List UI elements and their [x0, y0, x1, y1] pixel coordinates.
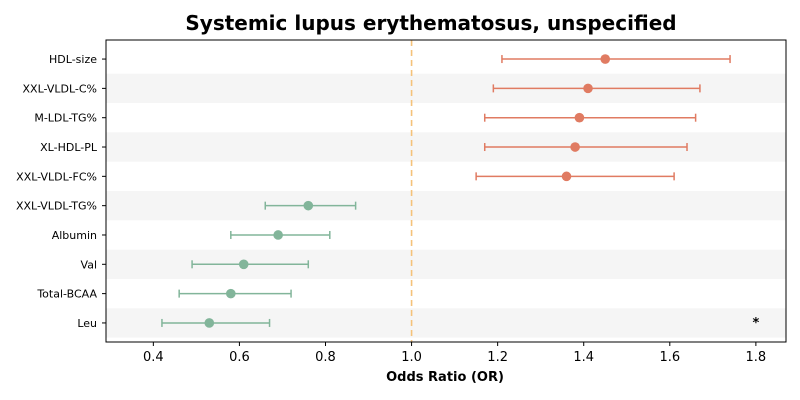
x-tick-label: 1.4 — [573, 350, 594, 365]
y-tick-label: Val — [81, 258, 97, 271]
chart-title: Systemic lupus erythematosus, unspecifie… — [185, 11, 676, 35]
or-point — [583, 83, 593, 94]
or-point — [238, 259, 249, 270]
x-tick-label: 0.8 — [315, 350, 336, 365]
or-point — [574, 112, 585, 123]
x-tick-label: 1.2 — [487, 350, 508, 365]
series-group — [161, 54, 731, 328]
row-band — [106, 191, 786, 221]
y-tick-label: Albumin — [52, 229, 97, 242]
y-tick-label: XXL-VLDL-FC% — [16, 170, 97, 183]
plot-frame — [105, 39, 787, 343]
y-axis: HDL-size XXL-VLDL-C% M-LDL-TG% XL-HDL-PL XXL… — [16, 53, 106, 330]
y-tick-label: XXL-VLDL-TG% — [16, 200, 97, 213]
x-tick-label: 0.4 — [143, 350, 164, 365]
or-point — [204, 318, 215, 328]
or-point — [226, 288, 236, 299]
y-tick-label: XL-HDL-PL — [40, 141, 98, 154]
or-point — [303, 200, 314, 211]
x-tick-label: 1.6 — [659, 350, 680, 365]
or-point — [561, 171, 572, 182]
y-tick-label: XXL-VLDL-C% — [23, 82, 98, 95]
x-axis: 0.4 0.6 0.8 1.0 1.2 1.4 1.6 1.8 — [143, 342, 766, 365]
annotations: * — [752, 316, 759, 331]
x-tick-label: 1.8 — [746, 350, 767, 365]
row-bands — [106, 73, 786, 338]
or-point — [600, 54, 611, 64]
y-tick-label: Leu — [77, 317, 97, 330]
y-tick-label: HDL-size — [49, 53, 97, 66]
x-tick-label: 0.6 — [229, 350, 250, 365]
y-tick-label: Total-BCAA — [36, 288, 97, 301]
y-tick-label: M-LDL-TG% — [34, 112, 97, 125]
significance-marker: * — [752, 316, 759, 331]
x-axis-label: Odds Ratio (OR) — [386, 370, 504, 385]
x-tick-label: 1.0 — [401, 350, 422, 365]
or-point — [570, 142, 580, 152]
or-point — [273, 230, 283, 240]
